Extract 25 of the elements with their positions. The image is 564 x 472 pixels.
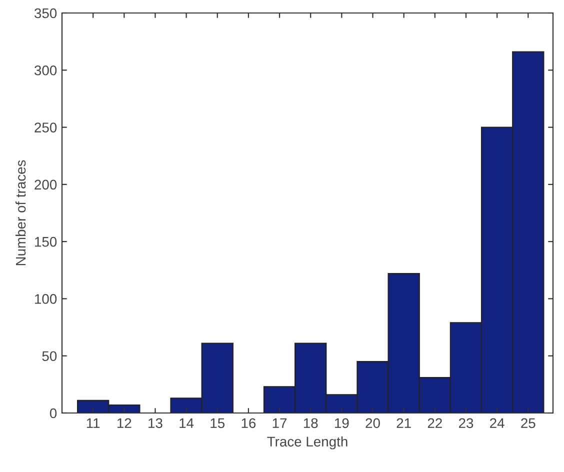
x-tick-label: 25 (521, 418, 536, 428)
y-tick-label: 0 (50, 408, 57, 418)
y-tick-label: 300 (34, 65, 57, 76)
x-tick-label: 20 (366, 418, 380, 428)
x-tick-label: 24 (490, 418, 504, 428)
x-tick-label: 11 (86, 418, 100, 428)
x-tick-label: 16 (242, 418, 256, 428)
y-tick-label: 150 (35, 236, 57, 247)
x-tick-label: 21 (396, 418, 411, 428)
y-tick-label: 100 (35, 294, 57, 304)
y-tick-label: 50 (42, 351, 57, 362)
x-tick-label: 23 (458, 418, 474, 428)
x-axis-title: Trace Length (267, 436, 348, 450)
x-tick-label: 19 (335, 418, 349, 428)
x-tick-label: 15 (210, 418, 225, 428)
x-tick-label: 18 (304, 418, 318, 428)
y-tick-label: 350 (34, 8, 57, 18)
y-axis-title: Number of traces (15, 160, 26, 266)
x-tick-label: 17 (272, 418, 287, 428)
x-tick-label: 14 (180, 418, 194, 428)
y-tick-label: 200 (34, 180, 57, 190)
x-tick-label: 22 (428, 418, 442, 428)
x-tick-label: 13 (148, 418, 162, 428)
x-tick-label: 12 (117, 418, 132, 428)
y-tick-label: 250 (34, 122, 57, 132)
